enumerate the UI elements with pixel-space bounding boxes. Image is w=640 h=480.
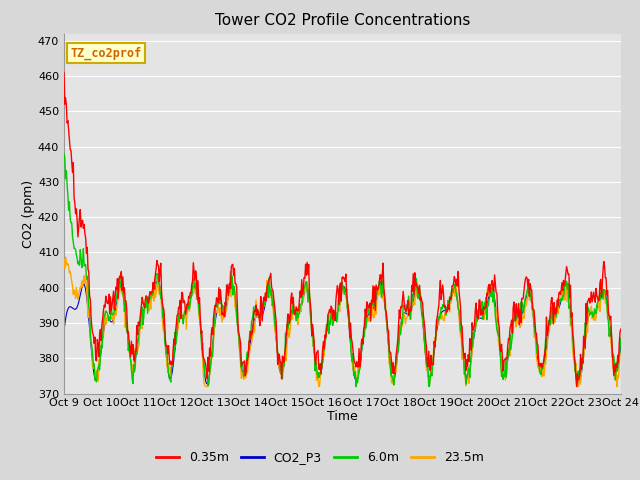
Text: TZ_co2prof: TZ_co2prof	[70, 46, 142, 60]
Title: Tower CO2 Profile Concentrations: Tower CO2 Profile Concentrations	[214, 13, 470, 28]
Y-axis label: CO2 (ppm): CO2 (ppm)	[22, 180, 35, 248]
Legend: 0.35m, CO2_P3, 6.0m, 23.5m: 0.35m, CO2_P3, 6.0m, 23.5m	[151, 446, 489, 469]
X-axis label: Time: Time	[327, 410, 358, 423]
